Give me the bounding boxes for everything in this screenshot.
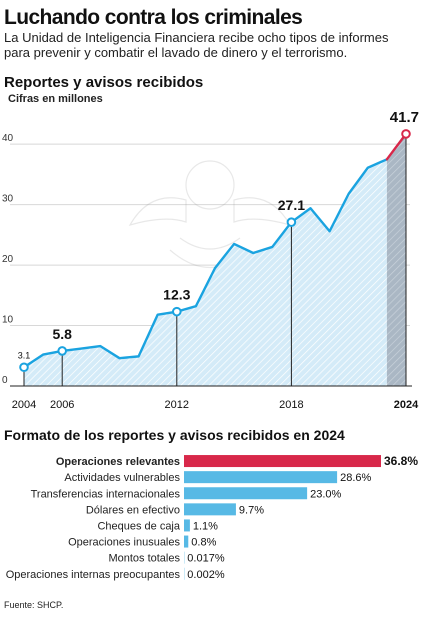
data-label: 5.8 (52, 326, 72, 342)
bar-category-label: Dólares en efectivo (86, 504, 180, 516)
x-tick-label: 2012 (165, 399, 189, 411)
data-label: 27.1 (278, 197, 305, 213)
bar-value-label: 36.8% (384, 454, 418, 468)
page-subtitle: La Unidad de Inteligencia Financiera rec… (4, 30, 389, 60)
bar-category-label: Operaciones inusuales (68, 537, 180, 549)
x-tick-label: 2018 (279, 399, 303, 411)
data-label: 41.7 (390, 109, 419, 126)
y-tick-label: 40 (2, 133, 14, 144)
data-point (19, 362, 29, 373)
x-tick-label: 2006 (50, 399, 74, 411)
bar (184, 471, 338, 484)
bar-value-label: 0.017% (187, 553, 225, 565)
y-axis-unit-label: Cifras en millones (8, 93, 103, 105)
line-chart-title: Reportes y avisos recibidos (4, 74, 204, 91)
bar-value-label: 1.1% (193, 520, 218, 532)
x-tick-label: 2024 (394, 399, 419, 411)
bar-chart-title: Formato de los reportes y avisos recibid… (4, 427, 345, 443)
area-fill (24, 159, 387, 386)
data-label: 12.3 (163, 287, 190, 303)
area-fill-highlight (386, 133, 406, 386)
data-point (286, 217, 297, 227)
bar (184, 519, 190, 532)
data-point (172, 306, 182, 317)
page-title: Luchando contra los criminales (4, 6, 303, 29)
bar (184, 487, 308, 500)
bar (184, 455, 381, 468)
bar (184, 503, 236, 516)
bar-category-label: Actividades vulnerables (64, 472, 180, 484)
y-tick-label: 0 (2, 375, 8, 386)
series-line (23, 158, 388, 369)
x-tick-label: 2004 (12, 399, 36, 411)
source-note: Fuente: SHCP. (4, 600, 64, 610)
y-tick-label: 10 (2, 315, 14, 326)
bar-value-label: 23.0% (310, 488, 341, 500)
bar-category-label: Cheques de caja (97, 520, 180, 532)
line-chart: 0 10 20 30 40 3.1 5.8 12.3 27.1 41.7 2004 2006 2012 2… (2, 109, 419, 411)
data-point (401, 129, 411, 139)
series-line-highlight (385, 132, 408, 161)
bar-category-label: Transferencias internacionales (31, 488, 181, 500)
data-label: 3.1 (18, 350, 31, 360)
bar-category-label: Montos totales (108, 553, 180, 565)
bar-category-label: Operaciones internas preocupantes (6, 569, 181, 581)
y-tick-label: 20 (2, 254, 14, 265)
bar-category-label: Operaciones relevantes (56, 456, 180, 468)
data-point (57, 346, 68, 356)
bar (184, 535, 189, 548)
y-tick-label: 30 (2, 194, 14, 205)
bar-value-label: 28.6% (340, 472, 371, 484)
bar-value-label: 0.8% (191, 537, 216, 549)
bar-value-label: 9.7% (239, 504, 264, 516)
bar-value-label: 0.002% (187, 569, 225, 581)
